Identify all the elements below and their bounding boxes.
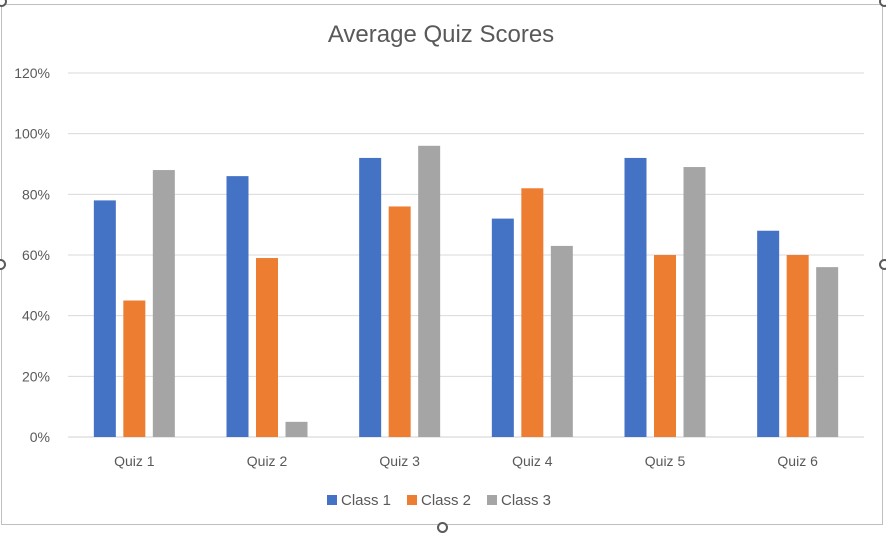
x-tick-label: Quiz 1 — [114, 453, 155, 469]
legend-swatch — [407, 495, 417, 505]
y-axis-labels: 0% 20% 40% 60% 80% 100% 120% — [14, 65, 50, 445]
x-tick-label: Quiz 2 — [247, 453, 288, 469]
y-tick-label: 80% — [22, 186, 50, 202]
bar[interactable] — [285, 421, 308, 437]
bar[interactable] — [757, 230, 780, 437]
x-tick-label: Quiz 3 — [379, 453, 420, 469]
chart-area[interactable] — [1, 4, 883, 525]
bar[interactable] — [491, 218, 514, 437]
legend-label[interactable]: Class 3 — [501, 492, 551, 509]
x-tick-label: Quiz 6 — [777, 453, 818, 469]
plot-area[interactable] — [93, 145, 839, 438]
bar[interactable] — [123, 300, 146, 438]
x-tick-label: Quiz 4 — [512, 453, 553, 469]
bar[interactable] — [256, 258, 278, 437]
legend[interactable]: Class 1 Class 2 Class 3 — [327, 492, 551, 509]
x-axis-labels: Quiz 1 Quiz 2 Quiz 3 Quiz 4 Quiz 5 Quiz 6 — [114, 453, 818, 469]
bar[interactable] — [93, 200, 116, 437]
bar[interactable] — [624, 157, 647, 437]
bar[interactable] — [521, 188, 544, 437]
y-tick-label: 40% — [22, 308, 50, 324]
y-tick-label: 60% — [22, 247, 50, 263]
y-tick-label: 0% — [30, 429, 50, 445]
bar[interactable] — [683, 167, 706, 438]
resize-handle-top-left[interactable] — [0, 0, 7, 7]
bar[interactable] — [550, 245, 573, 437]
legend-label[interactable]: Class 1 — [341, 492, 391, 509]
bar[interactable] — [359, 157, 382, 437]
bar[interactable] — [816, 267, 839, 437]
bar[interactable] — [418, 145, 441, 438]
y-tick-label: 120% — [14, 65, 50, 81]
bar[interactable] — [152, 170, 175, 438]
legend-swatch — [327, 495, 337, 505]
resize-handle-middle-right[interactable] — [879, 259, 886, 270]
bar[interactable] — [226, 176, 249, 437]
resize-handle-middle-left[interactable] — [0, 259, 6, 270]
bar[interactable] — [786, 255, 809, 437]
resize-handle-top-right[interactable] — [879, 0, 886, 7]
y-tick-label: 100% — [14, 126, 50, 142]
bar[interactable] — [654, 255, 676, 437]
bar[interactable] — [388, 206, 411, 437]
x-tick-label: Quiz 5 — [645, 453, 686, 469]
chart-title[interactable]: Average Quiz Scores — [328, 21, 554, 48]
y-tick-label: 20% — [22, 368, 50, 384]
gridlines — [68, 72, 864, 438]
legend-swatch — [487, 495, 497, 505]
legend-label[interactable]: Class 2 — [421, 492, 471, 509]
